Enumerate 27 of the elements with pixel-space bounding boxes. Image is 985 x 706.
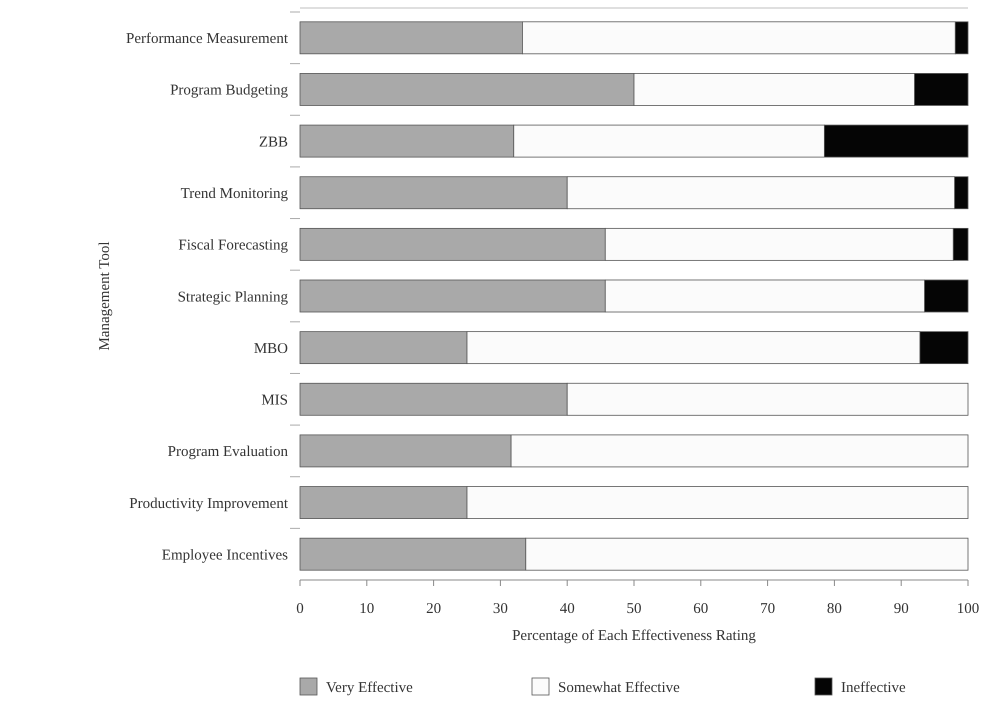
x-tick-label: 40 [560,601,575,617]
x-tick-label: 30 [492,601,508,617]
legend-label: Ineffective [841,680,906,696]
y-tick-label: Employee Incentives [162,547,288,564]
y-tick-label: MBO [254,340,288,357]
legend-label: Very Effective [326,680,414,696]
x-tick-label: 100 [956,601,980,617]
x-tick-label: 90 [894,601,909,617]
y-tick-label: MIS [261,392,288,409]
legend-label: Somewhat Effective [558,680,680,696]
x-tick-label: 20 [426,601,442,617]
x-axis-title: Percentage of Each Effectiveness Rating [512,628,756,644]
y-tick-label: Performance Measurement [126,31,289,48]
x-tick-label: 60 [693,601,708,617]
y-tick-label: Program Evaluation [168,444,288,460]
y-tick-label: Trend Monitoring [180,186,288,202]
y-tick-label: Program Budgeting [170,82,288,99]
x-tick-label: 50 [626,601,642,617]
y-tick-label: Strategic Planning [178,289,288,306]
y-axis-title: Management Tool [96,241,113,351]
x-tick-label: 70 [760,601,776,617]
y-tick-label: Fiscal Forecasting [178,238,288,254]
y-tick-label: Productivity Improvement [129,496,289,512]
x-tick-label: 10 [359,601,374,617]
x-tick-label: 0 [296,601,304,617]
y-tick-label: ZBB [258,134,288,150]
x-tick-label: 80 [826,601,842,617]
